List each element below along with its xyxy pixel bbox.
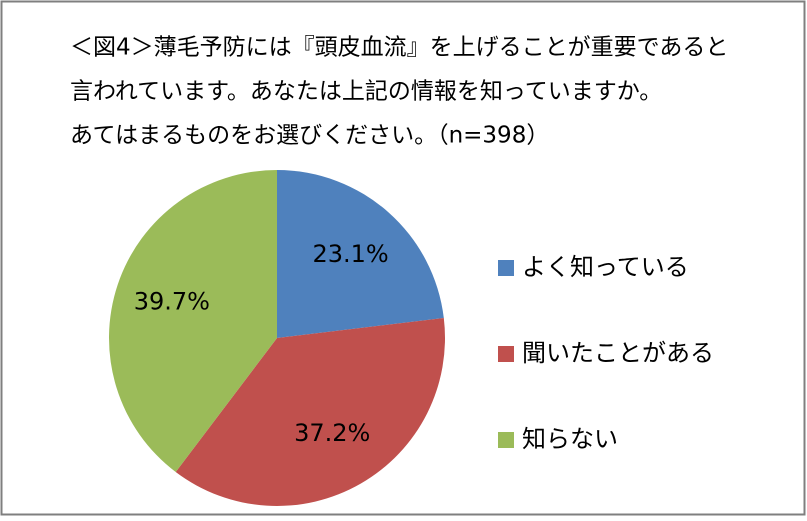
legend-swatch [498, 432, 514, 448]
chart-title: あてはまるものをお選びください。（n=398） [70, 123, 549, 149]
pie-slice [108, 170, 277, 473]
legend-label: 知らない [522, 425, 618, 453]
chart-title: 言われています。あなたは上記の情報を知っていますか。 [70, 79, 662, 105]
legend-label: 聞いたことがある [522, 339, 714, 367]
data-label: 23.1% [312, 240, 388, 268]
pie-slice [175, 317, 446, 507]
data-label: 39.7% [134, 288, 210, 316]
legend-swatch [498, 346, 514, 362]
legend-swatch [498, 260, 514, 276]
pie-slice [277, 170, 444, 338]
chart-title: ＜図4＞薄毛予防には『頭皮血流』を上げることが重要であると [70, 35, 728, 61]
data-label: 37.2% [294, 419, 370, 447]
legend-label: よく知っている [522, 253, 689, 281]
